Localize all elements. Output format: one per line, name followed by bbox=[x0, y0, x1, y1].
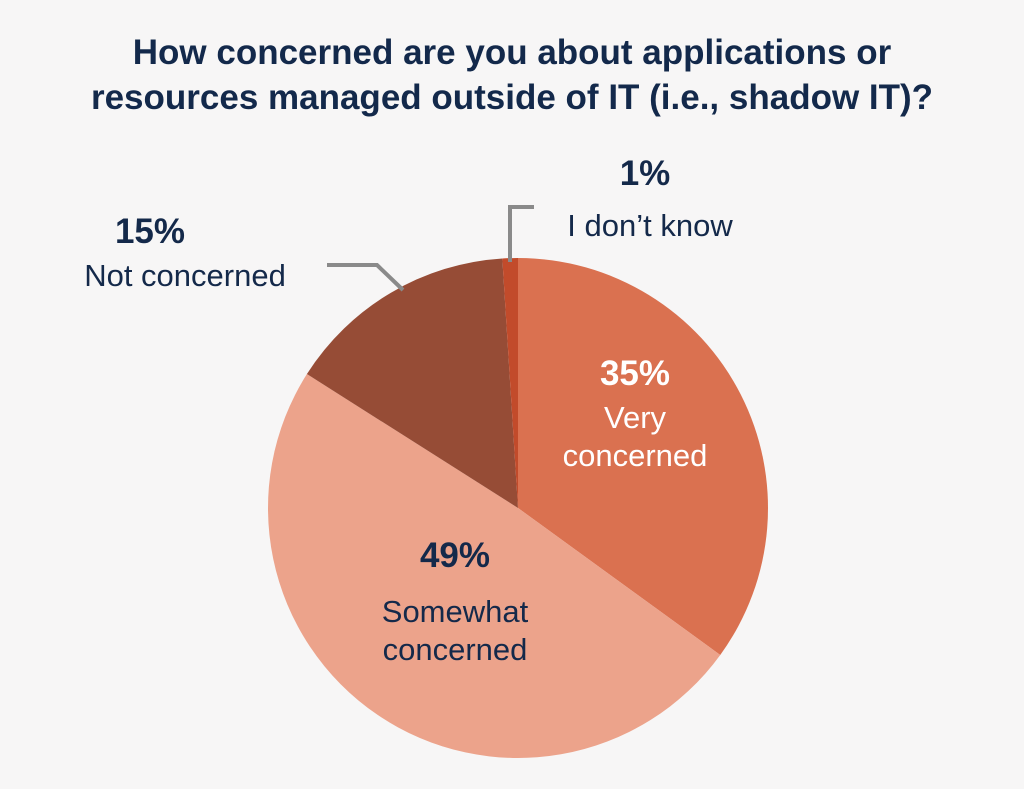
label-line: Very bbox=[603, 400, 667, 435]
pie-slice-very-concerned bbox=[518, 258, 769, 655]
pct-label: 35% bbox=[599, 354, 671, 393]
pie-slice-somewhat-concerned bbox=[267, 374, 721, 759]
slice-label-very-concerned: 35% Very concerned bbox=[560, 355, 710, 475]
pct-label: 1% bbox=[619, 154, 671, 193]
leader-line-dont-know bbox=[508, 205, 534, 262]
slice-label-dont-know: 1% I don’t know bbox=[540, 155, 760, 245]
pie-slice-not-concerned bbox=[306, 258, 518, 508]
slice-label-somewhat-concerned: 49% Somewhat concerned bbox=[360, 537, 550, 669]
label-line: I don’t know bbox=[567, 208, 733, 243]
label-line: Somewhat bbox=[381, 594, 529, 629]
label-line: concerned bbox=[562, 438, 708, 473]
label-line: Not concerned bbox=[84, 258, 286, 293]
title-line-1: How concerned are you about applications… bbox=[132, 33, 892, 72]
label-line: concerned bbox=[382, 632, 528, 667]
pie-slice-i-don-t-know bbox=[502, 258, 518, 508]
leader-line-not-concerned bbox=[327, 263, 405, 292]
pct-label: 15% bbox=[114, 212, 186, 251]
slice-label-not-concerned: 15% Not concerned bbox=[50, 213, 320, 295]
title-line-2: resources managed outside of IT (i.e., s… bbox=[90, 78, 934, 117]
chart-title: How concerned are you about applications… bbox=[0, 30, 1024, 120]
pct-label: 49% bbox=[419, 536, 491, 575]
